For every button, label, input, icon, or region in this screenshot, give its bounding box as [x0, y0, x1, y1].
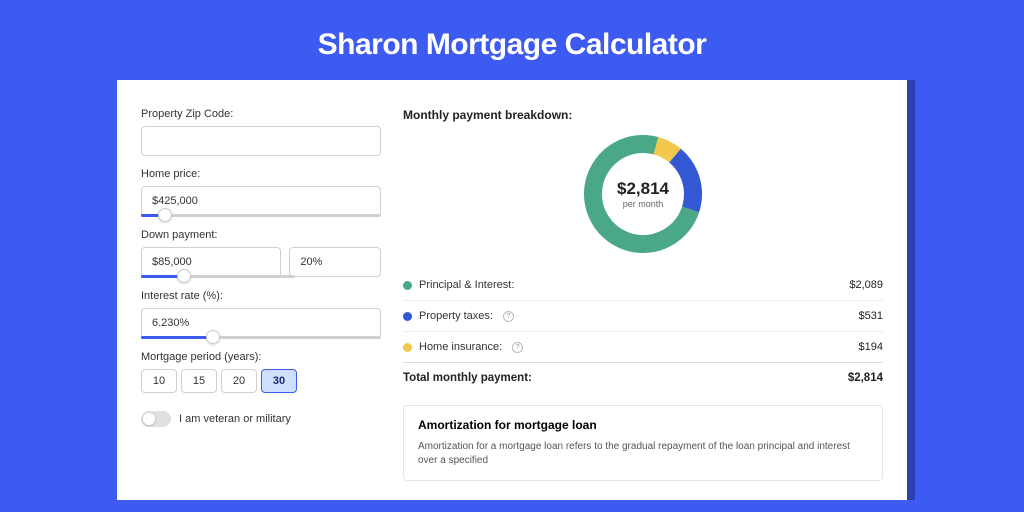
slider-fill [141, 336, 213, 339]
down-payment-slider[interactable] [141, 275, 295, 278]
period-option-15[interactable]: 15 [181, 369, 217, 393]
legend-dot [403, 312, 412, 321]
slider-thumb[interactable] [158, 208, 172, 222]
donut-wrap: $2,814 per month [403, 132, 883, 256]
home-price-field: Home price: [141, 168, 381, 217]
total-row: Total monthly payment: $2,814 [403, 362, 883, 393]
down-payment-pct-input[interactable] [289, 247, 381, 277]
legend-label: Principal & Interest: [419, 279, 514, 291]
page-title: Sharon Mortgage Calculator [318, 28, 707, 62]
toggle-knob [143, 413, 155, 425]
home-price-label: Home price: [141, 168, 381, 180]
home-price-slider[interactable] [141, 214, 381, 217]
interest-rate-label: Interest rate (%): [141, 290, 381, 302]
legend-row: Principal & Interest: $2,089 [403, 270, 883, 300]
slider-thumb[interactable] [177, 269, 191, 283]
donut-center: $2,814 per month [617, 179, 669, 209]
donut-sub: per month [617, 199, 669, 209]
interest-rate-slider[interactable] [141, 336, 381, 339]
mortgage-period-options: 10152030 [141, 369, 381, 393]
breakdown-column: Monthly payment breakdown: $2,814 per mo… [403, 108, 883, 500]
period-option-20[interactable]: 20 [221, 369, 257, 393]
legend-value: $531 [859, 310, 883, 322]
amortization-title: Amortization for mortgage loan [418, 418, 868, 432]
zip-input[interactable] [141, 126, 381, 156]
amortization-text: Amortization for a mortgage loan refers … [418, 440, 868, 468]
calculator-card: Property Zip Code: Home price: Down paym… [117, 80, 907, 500]
help-icon[interactable]: ? [503, 311, 514, 322]
legend-label: Home insurance: [419, 341, 502, 353]
slider-thumb[interactable] [206, 330, 220, 344]
veteran-toggle[interactable] [141, 411, 171, 427]
down-payment-field: Down payment: [141, 229, 381, 278]
legend-dot [403, 281, 412, 290]
veteran-field: I am veteran or military [141, 411, 381, 427]
legend-row: Home insurance:? $194 [403, 331, 883, 362]
legend-dot [403, 343, 412, 352]
period-option-30[interactable]: 30 [261, 369, 297, 393]
mortgage-period-field: Mortgage period (years): 10152030 [141, 351, 381, 393]
interest-rate-field: Interest rate (%): [141, 290, 381, 339]
card-shadow [907, 80, 915, 500]
donut-chart: $2,814 per month [581, 132, 705, 256]
donut-amount: $2,814 [617, 179, 669, 199]
total-label: Total monthly payment: [403, 372, 532, 384]
down-payment-label: Down payment: [141, 229, 381, 241]
period-option-10[interactable]: 10 [141, 369, 177, 393]
legend-value: $2,089 [849, 279, 883, 291]
help-icon[interactable]: ? [512, 342, 523, 353]
legend-value: $194 [859, 341, 883, 353]
form-column: Property Zip Code: Home price: Down paym… [141, 108, 381, 500]
mortgage-period-label: Mortgage period (years): [141, 351, 381, 363]
legend-row: Property taxes:? $531 [403, 300, 883, 331]
amortization-box: Amortization for mortgage loan Amortizat… [403, 405, 883, 481]
zip-label: Property Zip Code: [141, 108, 381, 120]
legend-label: Property taxes: [419, 310, 493, 322]
total-value: $2,814 [848, 372, 883, 384]
home-price-input[interactable] [141, 186, 381, 216]
legend: Principal & Interest: $2,089 Property taxe… [403, 270, 883, 362]
down-payment-input[interactable] [141, 247, 281, 277]
zip-field: Property Zip Code: [141, 108, 381, 156]
veteran-label: I am veteran or military [179, 413, 291, 425]
interest-rate-input[interactable] [141, 308, 381, 338]
breakdown-title: Monthly payment breakdown: [403, 108, 883, 122]
